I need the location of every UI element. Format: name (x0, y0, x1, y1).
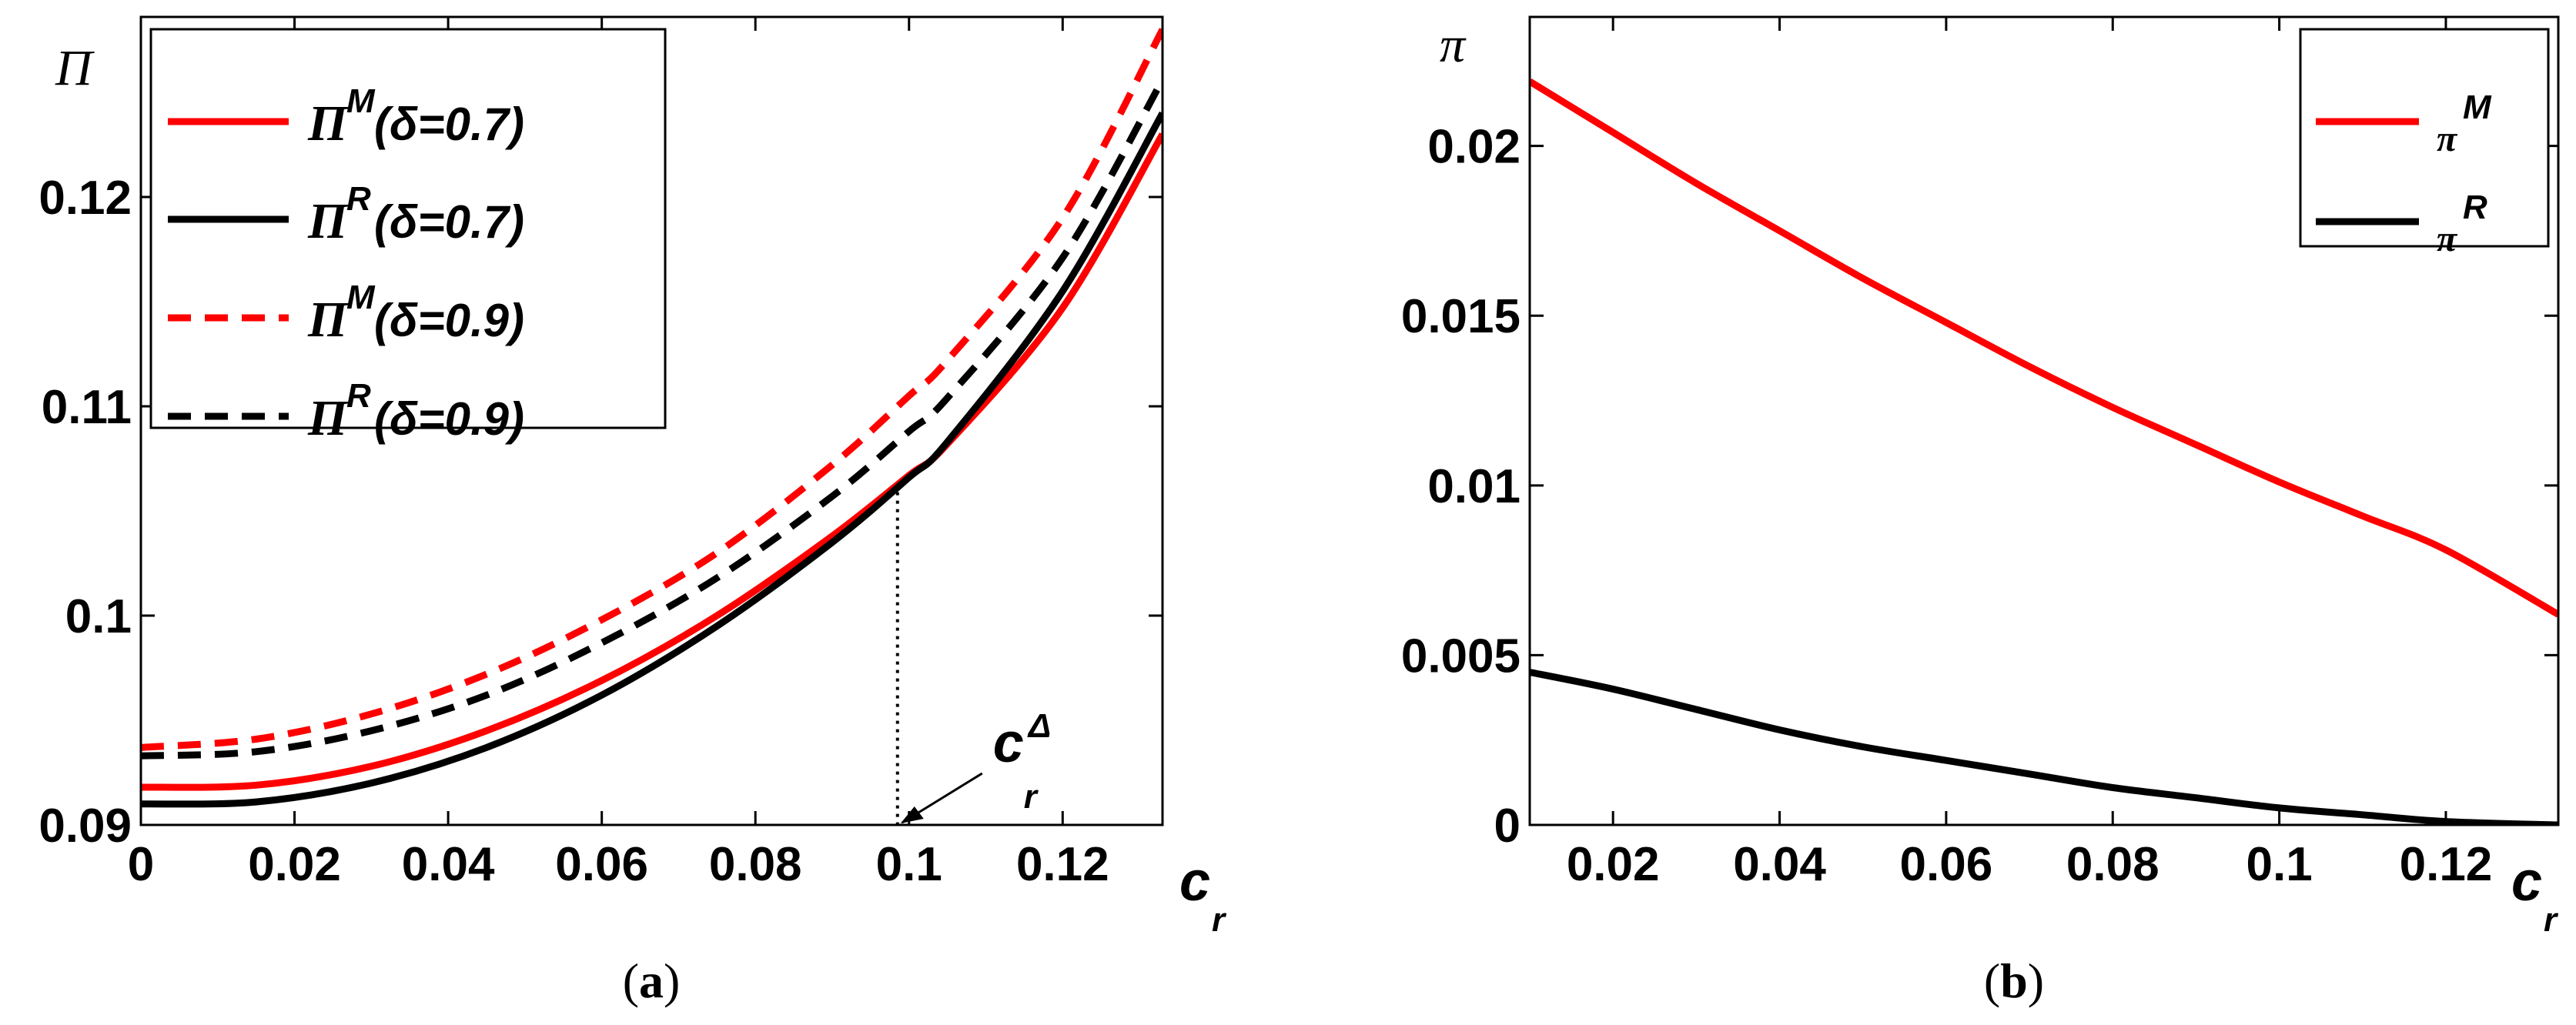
legend-label-sup: M (346, 82, 376, 120)
x-axis-label-subscript: r (1212, 901, 1227, 939)
y-tick-label: 0.005 (1401, 629, 1521, 683)
chart-panel-b: 0 0.005 0.01 0.015 0.02 0.02 0.04 0.06 0.08 0.1 0.… (1401, 15, 2560, 1008)
legend-label-sup: M (2463, 88, 2492, 126)
legend-label-sup: R (2463, 189, 2487, 226)
legend-label-rest: (δ=0.9) (374, 393, 524, 445)
series-line-a-1 (141, 111, 1163, 808)
y-axis-label: π (1440, 17, 1467, 73)
caption-a: (a) (623, 953, 681, 1008)
legend-label-base: Π (307, 390, 350, 446)
series-line-a-2 (141, 28, 1163, 751)
legend-label-sup: M (346, 279, 376, 316)
y-tick-label: 0.1 (65, 590, 132, 643)
x-tick-label: 0.04 (402, 838, 495, 891)
y-tick-label: 0.12 (38, 172, 132, 225)
axes-frame (1528, 15, 2560, 826)
legend-label-rest: (δ=0.9) (374, 295, 524, 346)
x-axis-label-subscript: r (2544, 901, 2559, 939)
y-tick-label: 0.09 (38, 800, 132, 853)
legend-label-base: π (2437, 119, 2458, 159)
annotation-superscript: Δ (1027, 707, 1052, 745)
caption-open: ( (1984, 953, 2000, 1008)
legend-a: ΠM (δ=0.7)ΠR (δ=0.7)ΠM (δ=0.9)ΠR (δ=0.9) (149, 28, 667, 446)
y-tick-label: 0.015 (1401, 290, 1521, 343)
legend-label-base: Π (307, 193, 350, 249)
caption-open: ( (623, 953, 639, 1008)
x-tick-label: 0.12 (2400, 838, 2493, 891)
legend-label-base: Π (307, 292, 350, 348)
x-tick-label: 0.02 (1567, 838, 1660, 891)
legend-box (2299, 28, 2550, 248)
caption-close: ) (664, 953, 680, 1008)
legend-label-sup: R (346, 180, 371, 218)
x-tick-label: 0 (128, 838, 154, 891)
y-tick-label: 0 (1494, 800, 1521, 853)
x-tick-label: 0.02 (248, 838, 341, 891)
legend-label-sup: R (346, 377, 371, 415)
y-tick-label: 0.01 (1427, 460, 1521, 513)
x-tick-label: 0.06 (555, 838, 648, 891)
series-line-b-0 (1530, 78, 2558, 618)
legend-label-base: Π (307, 95, 350, 152)
y-tick-label: 0.02 (1427, 121, 1521, 174)
series-line-b-1 (1530, 669, 2558, 825)
caption-b: (b) (1984, 953, 2044, 1008)
x-tick-label: 0.08 (709, 838, 802, 891)
legend-label-rest: (δ=0.7) (374, 196, 524, 248)
series-line-a-0 (141, 132, 1163, 791)
annotation-arrowhead (900, 806, 924, 823)
axes-frame (139, 15, 1164, 826)
y-tick-label: 0.11 (42, 381, 132, 434)
x-axis-label: c (1179, 851, 1210, 913)
caption-close: ) (2028, 953, 2044, 1008)
annotation-subscript: r (1024, 778, 1039, 816)
legend-label-rest: (δ=0.7) (374, 98, 524, 150)
x-axis-label: c (2511, 851, 2542, 913)
caption-letter: b (2000, 953, 2028, 1008)
y-axis-label: Π (55, 40, 95, 96)
legend-label-base: π (2437, 219, 2458, 259)
x-tick-label: 0.1 (2246, 838, 2313, 891)
x-tick-label: 0.08 (2066, 838, 2159, 891)
caption-letter: a (639, 953, 664, 1008)
series-line-a-3 (141, 78, 1163, 760)
annotation-label: c (993, 713, 1024, 774)
x-tick-label: 0.12 (1016, 838, 1109, 891)
x-tick-label: 0.06 (1900, 838, 1993, 891)
x-tick-label: 0.04 (1733, 838, 1826, 891)
x-tick-label: 0.1 (876, 838, 942, 891)
legend-box (149, 28, 667, 429)
